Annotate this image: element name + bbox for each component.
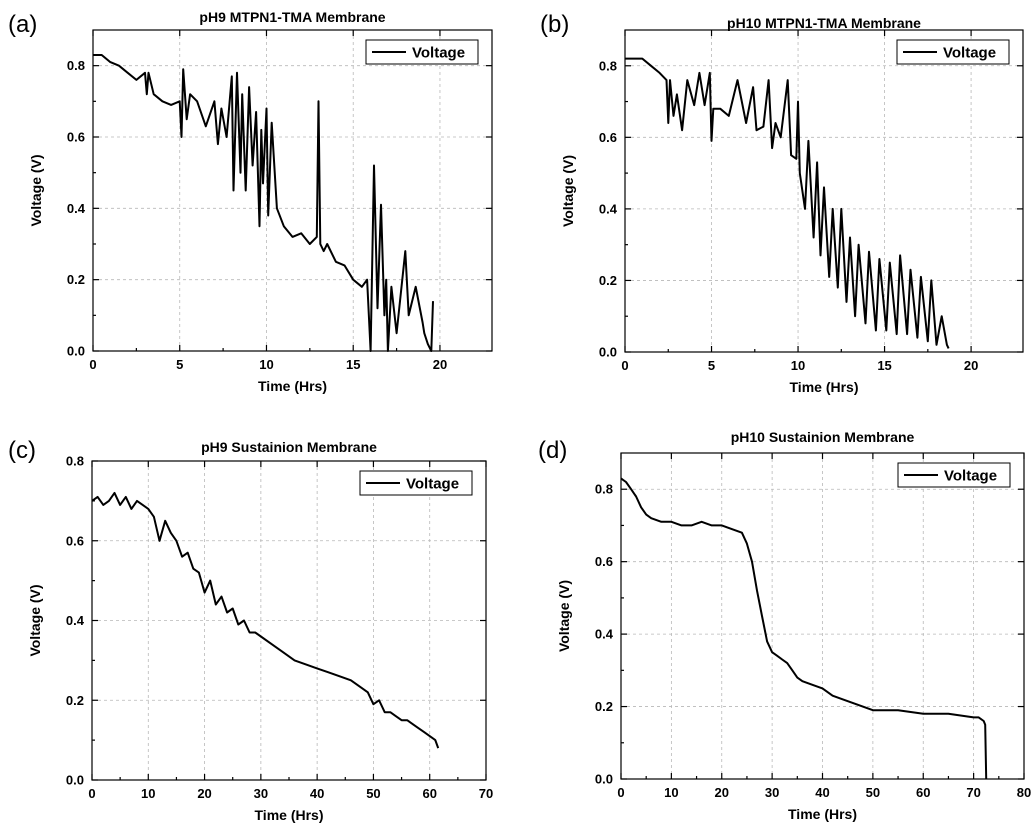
legend: Voltage [897,462,1011,488]
y-tick-label: 0.0 [595,772,613,787]
x-axis-label: Time (Hrs) [790,379,859,395]
series-line-voltage [620,477,988,780]
x-tick-label: 20 [964,358,978,373]
x-tick-label: 60 [916,785,930,800]
x-tick-label: 10 [259,357,273,372]
x-tick-label: 5 [176,357,183,372]
panel-a: (a) pH9 MTPN1-TMA Membrane 0 5 10 15 20 0.0 0.2 0… [8,9,493,394]
x-axis-label: Time (Hrs) [258,378,327,394]
y-tick-label: 0.8 [66,454,84,469]
y-tick-label: 0.6 [66,533,84,548]
legend-label: Voltage [943,45,996,62]
plot-frame [92,29,493,352]
y-tick-label: 0.0 [66,773,84,788]
x-tick-label: 5 [708,358,715,373]
y-tick-label: 0.6 [599,130,617,145]
y-tick-label: 0.4 [595,627,614,642]
panel-b: (b) pH10 MTPN1-TMA Membrane 0 5 10 15 20 0.0 0.2… [540,11,1024,395]
y-tick-label: 0.0 [67,344,85,359]
series-line-voltage [91,491,440,749]
x-tick-label: 0 [617,785,624,800]
y-tick-label: 0.2 [67,272,85,287]
y-tick-label: 0.8 [595,482,613,497]
panel-letter: (b) [540,11,569,38]
x-tick-label: 30 [765,785,779,800]
x-tick-label: 60 [422,786,436,801]
y-tick-label: 0.2 [66,693,84,708]
series-line-voltage [93,54,434,352]
x-tick-label: 0 [89,357,96,372]
legend-label: Voltage [412,45,465,62]
x-tick-label: 30 [254,786,268,801]
x-tick-label: 80 [1017,785,1031,800]
x-tick-label: 10 [664,785,678,800]
legend: Voltage [365,39,479,65]
x-tick-label: 10 [141,786,155,801]
chart-title: pH9 Sustainion Membrane [201,439,377,455]
x-tick-label: 15 [346,357,360,372]
chart-title: pH10 Sustainion Membrane [731,429,915,445]
y-tick-label: 0.4 [66,613,85,628]
y-tick-label: 0.6 [67,130,85,145]
x-tick-label: 20 [715,785,729,800]
panel-d: (d) pH10 Sustainion Membrane 0 10 20 30 40 50 60… [538,429,1031,822]
x-tick-label: 20 [433,357,447,372]
y-tick-label: 0.8 [67,58,85,73]
x-tick-label: 50 [366,786,380,801]
x-axis-label: Time (Hrs) [788,806,857,822]
chart-title: pH9 MTPN1-TMA Membrane [199,9,385,25]
y-axis-label: Voltage (V) [28,154,44,226]
x-tick-label: 15 [877,358,891,373]
y-axis-label: Voltage (V) [556,580,572,652]
legend-label: Voltage [406,476,459,493]
plot-frame [91,460,487,781]
x-tick-label: 20 [197,786,211,801]
y-axis-label: Voltage (V) [560,155,576,227]
legend-label: Voltage [944,468,997,485]
x-tick-label: 70 [479,786,493,801]
y-tick-label: 0.2 [599,273,617,288]
panel-letter: (a) [8,11,37,38]
chart-title: pH10 MTPN1-TMA Membrane [727,15,921,31]
y-tick-label: 0.8 [599,58,617,73]
series-line-voltage [625,57,950,349]
x-tick-label: 40 [815,785,829,800]
y-tick-label: 0.4 [599,201,618,216]
x-tick-label: 50 [866,785,880,800]
x-axis-label: Time (Hrs) [255,807,324,823]
legend: Voltage [359,470,473,496]
x-tick-label: 40 [310,786,324,801]
x-tick-label: 0 [88,786,95,801]
panel-c: (c) pH9 Sustainion Membrane 0 10 20 30 40 50 60 7… [8,437,493,823]
y-tick-label: 0.0 [599,345,617,360]
y-axis-label: Voltage (V) [27,584,43,656]
x-tick-label: 10 [791,358,805,373]
x-tick-label: 0 [621,358,628,373]
legend: Voltage [896,39,1010,65]
y-tick-label: 0.6 [595,554,613,569]
plot-frame [624,29,1024,353]
x-tick-label: 70 [966,785,980,800]
y-tick-label: 0.2 [595,699,613,714]
panel-letter: (c) [8,437,36,464]
y-tick-label: 0.4 [67,201,86,216]
panel-letter: (d) [538,437,567,464]
